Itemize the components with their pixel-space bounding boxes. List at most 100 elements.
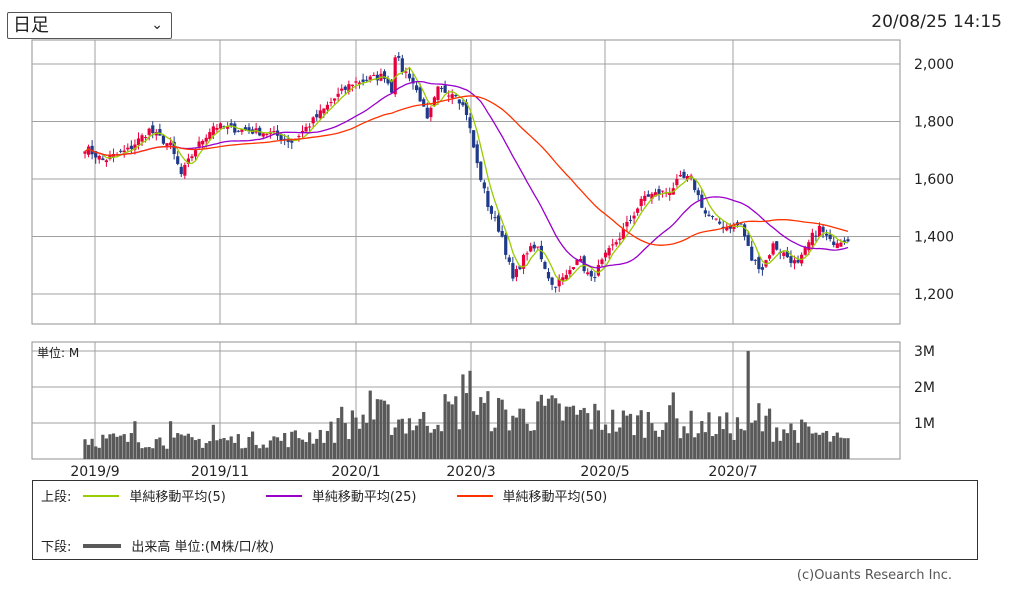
candle	[593, 272, 597, 282]
volume-bar	[272, 436, 276, 459]
candle	[504, 232, 508, 260]
volume-bar	[379, 399, 383, 459]
volume-bar	[211, 424, 215, 459]
volume-bar	[407, 418, 412, 459]
volume-bar	[283, 432, 287, 459]
volume-bar	[340, 406, 344, 459]
candle	[397, 52, 401, 62]
candle	[297, 134, 301, 142]
candle	[568, 265, 572, 278]
volume-bar	[83, 439, 87, 459]
candle	[628, 215, 633, 224]
candle	[846, 236, 850, 243]
volume-bar	[564, 406, 568, 459]
volume-tick-label: 3M	[914, 344, 935, 360]
candle	[308, 123, 312, 132]
volume-bar	[204, 443, 208, 459]
volume-bar	[161, 445, 166, 459]
volume-bar	[757, 403, 761, 459]
candle	[176, 151, 180, 166]
candle	[443, 80, 447, 93]
volume-bars	[83, 351, 850, 459]
candle	[753, 259, 757, 265]
candle	[700, 189, 704, 209]
volume-bar	[265, 447, 269, 459]
volume-bar	[735, 417, 740, 459]
time-tick-label: 2020/5	[580, 464, 629, 480]
volume-bar	[496, 398, 501, 459]
moving-average-line	[84, 80, 849, 269]
volume-bar	[750, 422, 754, 459]
candle	[529, 242, 533, 253]
volume-bar	[140, 448, 144, 459]
candle	[354, 77, 358, 89]
candle	[842, 237, 847, 245]
candle	[507, 254, 511, 265]
volume-bar	[457, 429, 461, 459]
volume-bar	[357, 428, 362, 459]
candle	[404, 67, 408, 79]
volume-bar	[792, 430, 797, 459]
volume-bar	[261, 444, 265, 459]
volume-tick-label: 2M	[914, 380, 935, 396]
volume-bar	[122, 434, 126, 459]
volume-bar	[685, 433, 690, 459]
volume-bar	[461, 374, 465, 459]
volume-bar	[186, 433, 190, 459]
volume-bar	[817, 434, 822, 459]
legend-lower-row: 下段: 出来高 単位:(M株/口/枚)	[41, 536, 302, 555]
volume-bar	[814, 432, 818, 459]
volume-bar	[700, 421, 704, 459]
volume-bar	[571, 405, 576, 459]
volume-bar	[703, 432, 707, 459]
candle	[300, 125, 305, 138]
volume-bar	[119, 435, 123, 459]
candle	[422, 97, 426, 107]
candle	[482, 179, 486, 194]
volume-bar	[243, 447, 248, 459]
legend-item-ma5: 単純移動平均(5)	[71, 486, 226, 505]
candle	[760, 263, 765, 276]
candle	[179, 163, 183, 177]
volume-bar	[557, 403, 561, 459]
volume-bar	[422, 411, 426, 459]
volume-bar	[254, 444, 258, 459]
ma5-swatch	[83, 494, 120, 497]
volume-bar	[315, 438, 319, 459]
volume-bar	[578, 409, 583, 459]
axis-labels: 2,000 1,800 1,600 1,400 1,200 3M 2M 1M 2019/9 201…	[70, 57, 954, 480]
candle	[685, 174, 690, 182]
volume-bar	[785, 433, 789, 459]
volume-bar	[479, 397, 483, 459]
volume-bar	[525, 423, 529, 459]
volume-bar	[115, 436, 119, 459]
legend-lower-label: 下段:	[41, 540, 72, 555]
volume-bar	[632, 435, 636, 459]
volume-bar	[486, 391, 490, 459]
stock-chart: 2,000 1,800 1,600 1,400 1,200 3M 2M 1M 2019/9 201…	[31, 39, 954, 480]
volume-bar	[165, 448, 169, 459]
volume-bar	[218, 438, 223, 459]
candle	[835, 239, 839, 249]
candle	[810, 228, 814, 250]
candle	[472, 130, 476, 149]
volume-bar	[432, 429, 437, 459]
volume-bar	[529, 430, 533, 459]
candle	[186, 153, 190, 168]
candle	[600, 257, 604, 268]
volume-bar	[354, 417, 358, 459]
volume-bar	[682, 426, 686, 459]
volume-bar	[108, 434, 112, 459]
candle	[707, 210, 711, 217]
volume-bar	[147, 447, 151, 459]
volume-bar	[222, 438, 226, 459]
period-select[interactable]: 日足 ⌄	[7, 12, 172, 39]
volume-bar	[839, 437, 843, 459]
volume-bar	[832, 435, 836, 459]
candle	[233, 121, 237, 136]
candle	[197, 136, 201, 149]
volume-bar	[368, 390, 372, 459]
volume-bar	[718, 416, 722, 459]
candle	[411, 72, 415, 90]
volume-bar	[151, 448, 155, 459]
